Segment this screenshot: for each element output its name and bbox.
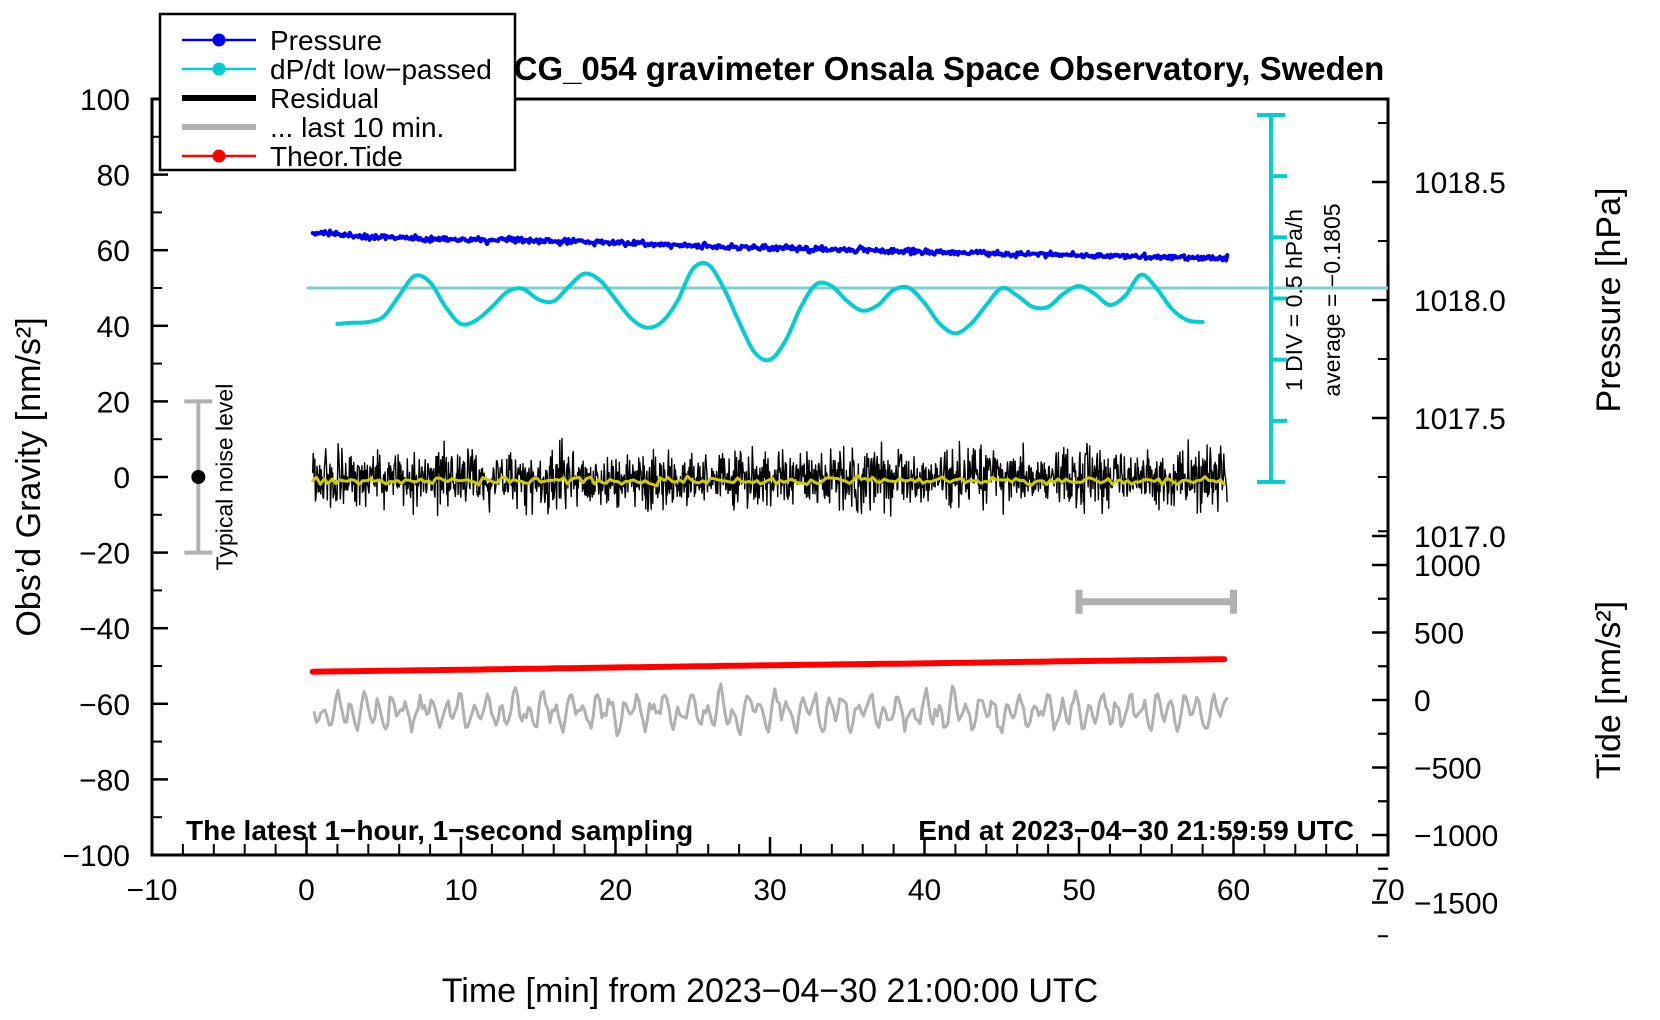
left-axis-tick-label: 60 [97,235,130,268]
x-axis-title: Time [min] from 2023−04−30 21:00:00 UTC [442,972,1098,1010]
left-axis-tick-label: 100 [80,84,130,117]
pressure-axis-tick-label: 1017.0 [1414,521,1506,554]
x-axis-tick-label: −10 [127,874,178,907]
average-label: average = −0.1805 [1319,203,1345,396]
legend-marker-1 [212,62,226,76]
pressure-axis-title: Pressure [hPa] [1590,188,1628,413]
left-axis-tick-label: −40 [79,613,130,646]
theoretical-tide-trace [309,656,1228,675]
legend-marker-4 [212,149,226,163]
legend-marker-0 [212,33,226,47]
pressure-axis-tick-label: 1017.5 [1414,403,1506,436]
legend-label-0: Pressure [270,25,382,56]
pressure-axis-tick-label: 1018.5 [1414,167,1506,200]
dpdt-trace [335,261,1205,363]
left-axis-tick-label: 0 [113,462,130,495]
pressure-axis-tick-label: 1018.0 [1414,285,1506,318]
x-axis-tick-label: 50 [1062,874,1095,907]
x-axis-tick-label: 60 [1217,874,1250,907]
footer-right-label: End at 2023−04−30 21:59:59 UTC [918,815,1354,846]
tide-axis-tick-label: 1000 [1414,550,1481,583]
pressure-trace [310,228,1230,263]
tide-axis-tick-label: 0 [1414,685,1431,718]
legend-label-4: Theor.Tide [270,141,403,172]
tide-axis-tick-label: −500 [1414,753,1482,786]
legend-label-1: dP/dt low−passed [270,54,492,85]
left-axis-tick-label: 40 [97,311,130,344]
tide-axis-tick-label: 500 [1414,618,1464,651]
left-axis-tick-label: 20 [97,386,130,419]
tide-axis-tick-label: −1500 [1414,888,1498,921]
page-title: SCG_054 gravimeter Onsala Space Observat… [492,50,1385,87]
legend-label-3: ... last 10 min. [270,112,444,143]
noise-level-label: Typical noise level [211,384,237,571]
left-axis-tick-label: 80 [97,160,130,193]
x-axis-tick-label: 40 [908,874,941,907]
residual-trace [312,437,1228,517]
left-axis-tick-label: −60 [79,689,130,722]
left-axis-title: Obs’d Gravity [nm/s²] [10,317,48,636]
x-axis-tick-label: 20 [599,874,632,907]
x-axis-tick-label: 0 [298,874,315,907]
noise-bar-center-dot [191,470,206,484]
footer-left-label: The latest 1−hour, 1−second sampling [186,815,693,846]
tide-axis-title: Tide [nm/s²] [1590,601,1628,779]
left-axis-tick-label: −100 [62,840,130,873]
legend-label-2: Residual [270,83,379,114]
x-axis-tick-label: 10 [444,874,477,907]
x-axis-tick-label: 30 [753,874,786,907]
last-10-min-trace [312,682,1229,738]
scale-div-label: 1 DIV = 0.5 hPa/h [1281,209,1307,391]
left-axis-tick-label: −80 [79,764,130,797]
residual-smoothed-trace [311,474,1226,488]
left-axis-tick-label: −20 [79,538,130,571]
tide-axis-tick-label: −1000 [1414,820,1498,853]
